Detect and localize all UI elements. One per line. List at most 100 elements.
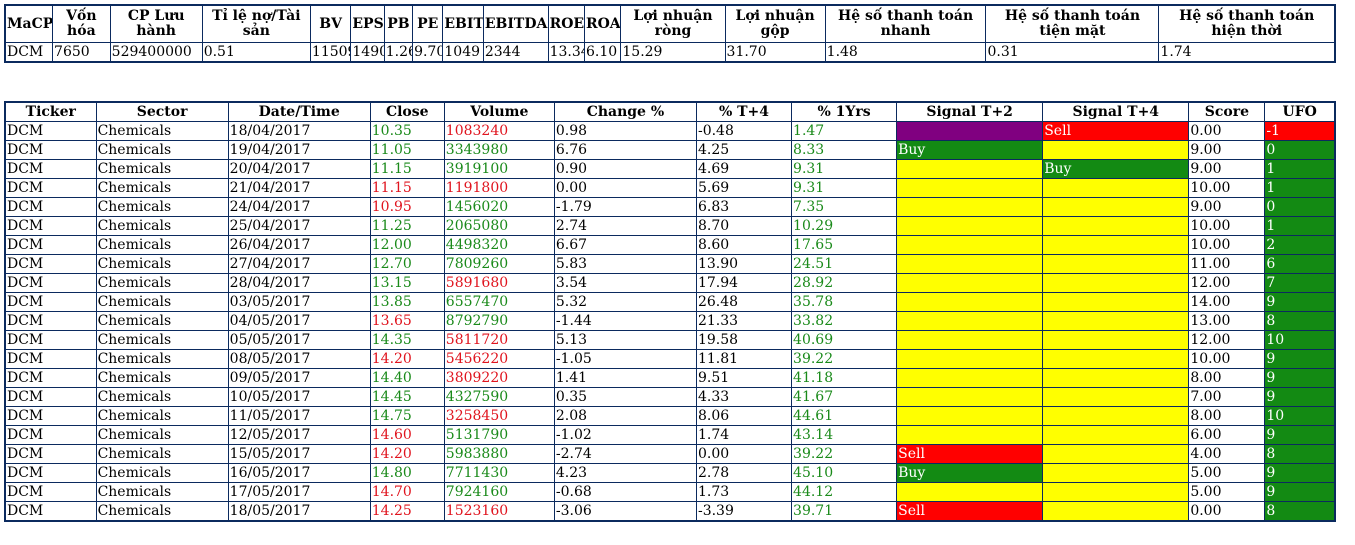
sector-cell: Chemicals xyxy=(95,197,229,217)
info-value-cell: 9.70 xyxy=(412,42,444,63)
table-row[interactable]: DCM Chemicals 03/05/2017 13.85 6557470 5.32 26… xyxy=(4,292,1336,312)
sector-cell: Chemicals xyxy=(95,349,229,369)
table-row[interactable]: DCM Chemicals 12/05/2017 14.60 5131790 -1.02 1… xyxy=(4,425,1336,445)
column-header[interactable]: Ticker xyxy=(4,101,97,122)
change-cell: 6.67 xyxy=(553,235,697,255)
table-row[interactable]: DCM Chemicals 24/04/2017 10.95 1456020 -1.79 6… xyxy=(4,197,1336,217)
ticker-cell: DCM xyxy=(4,368,97,388)
column-header[interactable]: Sector xyxy=(95,101,229,122)
column-header[interactable]: Close xyxy=(369,101,445,122)
column-header[interactable]: Signal T+4 xyxy=(1042,101,1190,122)
info-value-cell: 11509 xyxy=(309,42,352,63)
sector-cell: Chemicals xyxy=(95,444,229,464)
year-change-cell: 44.61 xyxy=(791,406,898,426)
ticker-cell: DCM xyxy=(4,349,97,369)
info-header-row: MaCP Vốn hóa CP Lưu hành Tỉ lệ nợ/Tài sản BV… xyxy=(4,4,1336,43)
score-cell: 13.00 xyxy=(1188,311,1266,331)
t4-cell: 4.25 xyxy=(695,140,793,160)
table-row[interactable]: DCM Chemicals 18/04/2017 10.35 1083240 0.98 -0… xyxy=(4,121,1336,141)
close-cell: 13.65 xyxy=(369,311,445,331)
table-row[interactable]: DCM Chemicals 15/05/2017 14.20 5983880 -2.74 0… xyxy=(4,444,1336,464)
score-cell: 10.00 xyxy=(1188,349,1266,369)
info-header-cell: EBIT xyxy=(442,4,484,43)
ufo-cell: 1 xyxy=(1264,159,1336,179)
ufo-cell: 8 xyxy=(1264,444,1336,464)
signal-t2-cell xyxy=(896,121,1044,141)
ticker-cell: DCM xyxy=(4,140,97,160)
table-row[interactable]: DCM Chemicals 25/04/2017 11.25 2065080 2.74 8.… xyxy=(4,216,1336,236)
signal-t4-cell xyxy=(1042,406,1190,426)
ticker-cell: DCM xyxy=(4,235,97,255)
close-cell: 13.15 xyxy=(369,273,445,293)
signal-t2-cell xyxy=(896,235,1044,255)
signal-t2-cell xyxy=(896,425,1044,445)
table-row[interactable]: DCM Chemicals 16/05/2017 14.80 7711430 4.23 2.… xyxy=(4,463,1336,483)
signal-t4-cell: Buy xyxy=(1042,159,1190,179)
table-row[interactable]: DCM Chemicals 11/05/2017 14.75 3258450 2.08 8.… xyxy=(4,406,1336,426)
ticker-cell: DCM xyxy=(4,216,97,236)
change-cell: -1.44 xyxy=(553,311,697,331)
info-header-cell: ROE xyxy=(547,4,585,43)
table-row[interactable]: DCM Chemicals 28/04/2017 13.15 5891680 3.54 17… xyxy=(4,273,1336,293)
signal-t4-cell xyxy=(1042,216,1190,236)
close-cell: 14.75 xyxy=(369,406,445,426)
column-header[interactable]: % 1Yrs xyxy=(791,101,898,122)
signal-t4-cell: Sell xyxy=(1042,121,1190,141)
change-cell: 0.90 xyxy=(553,159,697,179)
ticker-cell: DCM xyxy=(4,178,97,198)
t4-cell: 5.69 xyxy=(695,178,793,198)
table-row[interactable]: DCM Chemicals 04/05/2017 13.65 8792790 -1.44 2… xyxy=(4,311,1336,331)
table-row[interactable]: DCM Chemicals 18/05/2017 14.25 1523160 -3.06-… xyxy=(4,501,1336,522)
score-cell: 11.00 xyxy=(1188,254,1266,274)
signal-t4-cell xyxy=(1042,330,1190,350)
signal-t2-cell xyxy=(896,197,1044,217)
signal-t2-cell: Buy xyxy=(896,140,1044,160)
table-row[interactable]: DCM Chemicals 19/04/2017 11.05 3343980 6.76 4.… xyxy=(4,140,1336,160)
column-header[interactable]: Score xyxy=(1188,101,1266,122)
date-cell: 21/04/2017 xyxy=(227,178,371,198)
t4-cell: 8.60 xyxy=(695,235,793,255)
ufo-cell: 0 xyxy=(1264,140,1336,160)
t4-cell: -3.39 xyxy=(695,501,793,522)
volume-cell: 1083240 xyxy=(443,121,555,141)
table-row[interactable]: DCM Chemicals 10/05/2017 14.45 4327590 0.35 4.… xyxy=(4,387,1336,407)
table-row[interactable]: DCM Chemicals 17/05/2017 14.70 7924160 -0.68 1… xyxy=(4,482,1336,502)
volume-cell: 7809260 xyxy=(443,254,555,274)
table-row[interactable]: DCM Chemicals 26/04/2017 12.00 4498320 6.67 8.… xyxy=(4,235,1336,255)
volume-cell: 5131790 xyxy=(443,425,555,445)
column-header[interactable]: % T+4 xyxy=(695,101,793,122)
signal-t4-cell xyxy=(1042,311,1190,331)
close-cell: 14.20 xyxy=(369,444,445,464)
table-row[interactable]: DCM Chemicals 20/04/2017 11.15 3919100 0.90 4.… xyxy=(4,159,1336,179)
info-header-cell: EBITDA xyxy=(482,4,549,43)
change-cell: 2.74 xyxy=(553,216,697,236)
column-header[interactable]: Signal T+2 xyxy=(896,101,1044,122)
close-cell: 11.05 xyxy=(369,140,445,160)
ticker-cell: DCM xyxy=(4,159,97,179)
table-row[interactable]: DCM Chemicals 21/04/2017 11.15 1191800 0.00 5.… xyxy=(4,178,1336,198)
year-change-cell: 40.69 xyxy=(791,330,898,350)
date-cell: 08/05/2017 xyxy=(227,349,371,369)
date-cell: 27/04/2017 xyxy=(227,254,371,274)
change-cell: 5.83 xyxy=(553,254,697,274)
info-header-cell: Hệ số thanh toán tiện mặt xyxy=(985,4,1160,43)
table-row[interactable]: DCM Chemicals 08/05/2017 14.20 5456220 -1.05 1… xyxy=(4,349,1336,369)
year-change-cell: 28.92 xyxy=(791,273,898,293)
close-cell: 14.20 xyxy=(369,349,445,369)
table-row[interactable]: DCM Chemicals 05/05/2017 14.35 5811720 5.13 19… xyxy=(4,330,1336,350)
column-header[interactable]: Volume xyxy=(443,101,555,122)
t4-cell: 9.51 xyxy=(695,368,793,388)
year-change-cell: 39.22 xyxy=(791,349,898,369)
column-header[interactable]: Date/Time xyxy=(227,101,371,122)
close-cell: 10.95 xyxy=(369,197,445,217)
volume-cell: 8792790 xyxy=(443,311,555,331)
table-row[interactable]: DCM Chemicals 09/05/2017 14.40 3809220 1.41 9.… xyxy=(4,368,1336,388)
info-value-cell: 1490 xyxy=(350,42,385,63)
column-header[interactable]: Change % xyxy=(553,101,697,122)
signal-t4-cell xyxy=(1042,197,1190,217)
table-row[interactable]: DCM Chemicals 27/04/2017 12.70 7809260 5.83 13… xyxy=(4,254,1336,274)
column-header[interactable]: UFO xyxy=(1264,101,1336,122)
ufo-cell: 10 xyxy=(1264,406,1336,426)
change-cell: 3.54 xyxy=(553,273,697,293)
t4-cell: 4.69 xyxy=(695,159,793,179)
